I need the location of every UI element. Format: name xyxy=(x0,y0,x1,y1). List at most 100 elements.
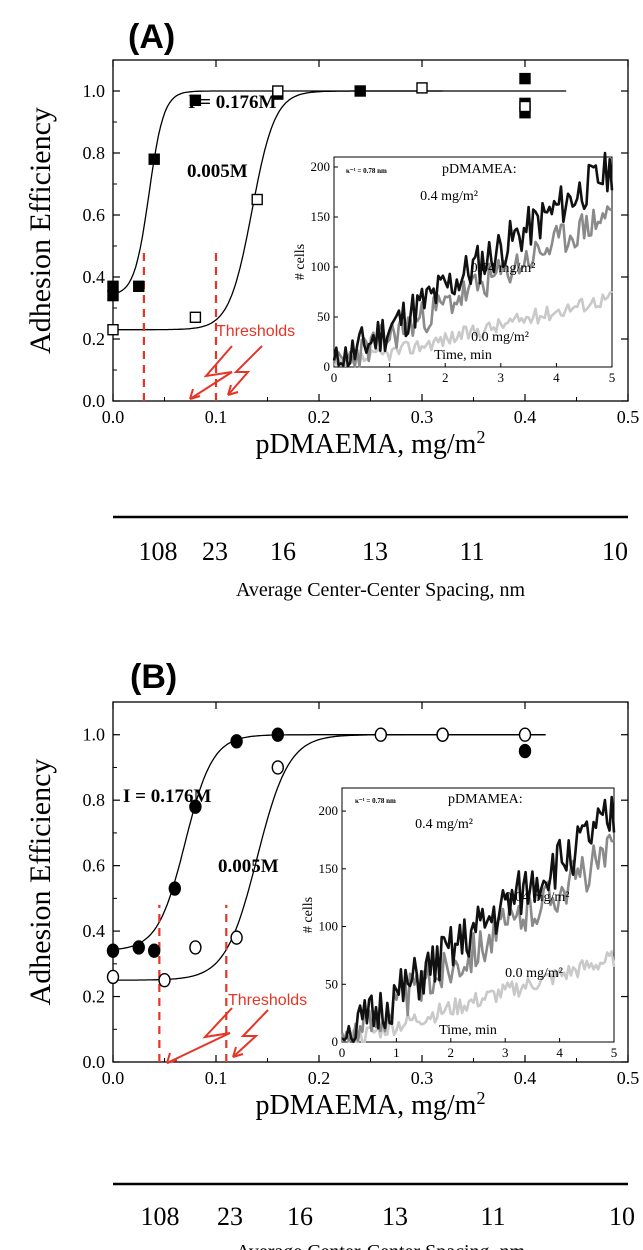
x-tick-label: 0.5 xyxy=(617,1068,640,1088)
data-point-series-2 xyxy=(518,727,532,742)
x-axis-label-superscript: 2 xyxy=(476,427,485,447)
secondary-axis-tick-label: 11 xyxy=(480,1202,505,1231)
x-tick-label: 0.2 xyxy=(308,407,331,427)
y-tick-label: 0.0 xyxy=(83,1052,106,1072)
inset-x-tick-label: 1 xyxy=(386,370,393,385)
inset-x-tick-label: 3 xyxy=(502,1045,509,1060)
x-tick-label: 0.0 xyxy=(102,407,125,427)
inset-y-tick-label: 50 xyxy=(325,976,338,991)
data-point-series-1 xyxy=(106,943,120,958)
data-point-series-1 xyxy=(168,881,182,896)
data-point-series-1 xyxy=(518,743,532,759)
secondary-axis-tick-label: 13 xyxy=(362,537,388,566)
data-point-series-2 xyxy=(272,85,284,97)
secondary-axis-tick-label: 16 xyxy=(287,1202,313,1231)
inset-kappa-label: κ⁻¹ = 0.78 nm xyxy=(346,167,387,175)
secondary-axis-tick-label: 10 xyxy=(609,1202,635,1231)
inset-trace-3 xyxy=(341,950,616,1044)
inset-x-tick-label: 2 xyxy=(442,370,449,385)
data-point-series-1 xyxy=(133,280,145,292)
data-point-series-1 xyxy=(107,280,119,292)
data-point-series-2 xyxy=(106,969,120,985)
inset-x-axis-label: Time, min xyxy=(439,1023,497,1038)
y-tick-label: 0.6 xyxy=(83,205,106,225)
panel-a: (A) 0.0 0.1 0.2 0.3 0.4 0.5 0.0 0.2 0.4 0.6 0.8 1.0 A… xyxy=(24,18,639,601)
data-point-series-1 xyxy=(354,85,366,97)
data-point-series-2 xyxy=(374,727,387,742)
secondary-axis-tick-label: 23 xyxy=(202,537,228,566)
x-tick-label: 0.1 xyxy=(205,1068,228,1088)
x-axis-label-text: pDMAEMA, mg/m xyxy=(256,429,477,460)
data-point-series-1 xyxy=(107,289,119,302)
inset-x-tick-label: 0 xyxy=(331,370,338,385)
inset-x-tick-label: 0 xyxy=(339,1045,346,1060)
inset-x-tick-label: 2 xyxy=(448,1045,455,1060)
inset-x-tick-label: 5 xyxy=(611,1045,618,1060)
secondary-axis-tick-label: 23 xyxy=(217,1202,243,1231)
data-point-series-2 xyxy=(271,760,284,775)
data-point-series-2 xyxy=(158,972,171,988)
inset-trace-1 xyxy=(332,151,614,368)
inset-series-label-1: 0.4 mg/m² xyxy=(415,817,473,832)
x-tick-label: 0.2 xyxy=(308,1068,331,1088)
secondary-axis: 108 23 16 13 11 10 Average Center-Center Spaci… xyxy=(113,1182,635,1250)
x-tick-label: 0.1 xyxy=(205,407,228,427)
series-label-2: 0.005M xyxy=(187,161,248,182)
secondary-axis-tick-label: 13 xyxy=(382,1202,408,1231)
panel-b: (B) 0.0 0.1 0.2 0.3 0.4 0.5 0.0 0.2 0.4 0.6 0.8 1.0 A… xyxy=(24,658,639,1250)
series-label-1: I = 0.176M xyxy=(123,786,211,807)
secondary-axis-tick-label: 108 xyxy=(141,1202,180,1231)
inset-trace-2 xyxy=(332,205,613,368)
data-point-series-1 xyxy=(189,94,202,107)
inset-kappa-label: κ⁻¹ = 0.78 nm xyxy=(355,797,396,805)
secondary-axis-label: Average Center-Center Spacing, nm xyxy=(236,1241,526,1250)
x-tick-label: 0.5 xyxy=(617,407,640,427)
inset-series-label-3: 0.0 mg/m² xyxy=(505,966,563,981)
secondary-axis: 108 23 16 13 11 10 Average Center-Center Spaci… xyxy=(113,515,628,601)
data-point-series-2 xyxy=(436,727,449,742)
inset-x-tick-label: 4 xyxy=(556,1045,563,1060)
inset-y-axis-label: # cells xyxy=(301,897,316,933)
threshold-arrow-1 xyxy=(189,345,233,400)
inset-y-tick-label: 200 xyxy=(311,159,331,174)
inset-y-tick-label: 100 xyxy=(311,259,331,274)
inset-y-tick-label: 0 xyxy=(324,359,331,374)
threshold-arrow-2 xyxy=(232,1009,269,1058)
inset-trace-1 xyxy=(341,795,616,1043)
inset-series-label-3: 0.0 mg/m² xyxy=(471,330,529,345)
x-tick-label: 0.3 xyxy=(411,1068,434,1088)
secondary-axis-tick-label: 11 xyxy=(459,537,484,566)
y-tick-label: 0.6 xyxy=(83,856,106,876)
data-point-series-1 xyxy=(132,940,145,955)
inset-series-label-2: 0.04 mg/m² xyxy=(505,890,570,905)
inset-x-tick-label: 4 xyxy=(553,370,560,385)
y-tick-label: 0.0 xyxy=(83,391,106,411)
threshold-arrowhead-2 xyxy=(227,384,239,396)
panel-label: (A) xyxy=(128,18,175,56)
inset-y-tick-label: 100 xyxy=(319,919,339,934)
y-axis-label: Adhesion Efficiency xyxy=(24,107,57,354)
y-tick-label: 0.8 xyxy=(83,143,106,163)
secondary-axis-tick-label: 10 xyxy=(602,537,628,566)
inset-y-tick-label: 150 xyxy=(311,209,331,224)
threshold-arrowhead-2 xyxy=(232,1046,244,1058)
fit-curve-2 xyxy=(113,90,443,331)
inset-series-label-2: 0.04 mg/m² xyxy=(471,261,536,276)
secondary-axis-tick-label: 16 xyxy=(270,537,296,566)
inset-y-tick-label: 200 xyxy=(319,803,339,818)
threshold-arrow-2 xyxy=(227,345,263,396)
series-label-1: I = 0.176M xyxy=(188,92,276,113)
thresholds-label: Thresholds xyxy=(216,323,295,340)
fit-curve-2 xyxy=(113,734,546,981)
y-tick-label: 0.2 xyxy=(83,329,106,349)
y-tick-label: 1.0 xyxy=(83,725,106,745)
x-axis-label: pDMAEMA, mg/m2 xyxy=(256,1088,486,1121)
data-point-series-1 xyxy=(271,727,284,742)
inset-x-tick-label: 5 xyxy=(609,370,616,385)
inset-y-tick-label: 150 xyxy=(319,861,339,876)
x-tick-label: 0.0 xyxy=(102,1068,125,1088)
x-axis-label: pDMAEMA, mg/m2 xyxy=(256,427,486,460)
series-label-2: 0.005M xyxy=(218,856,279,877)
